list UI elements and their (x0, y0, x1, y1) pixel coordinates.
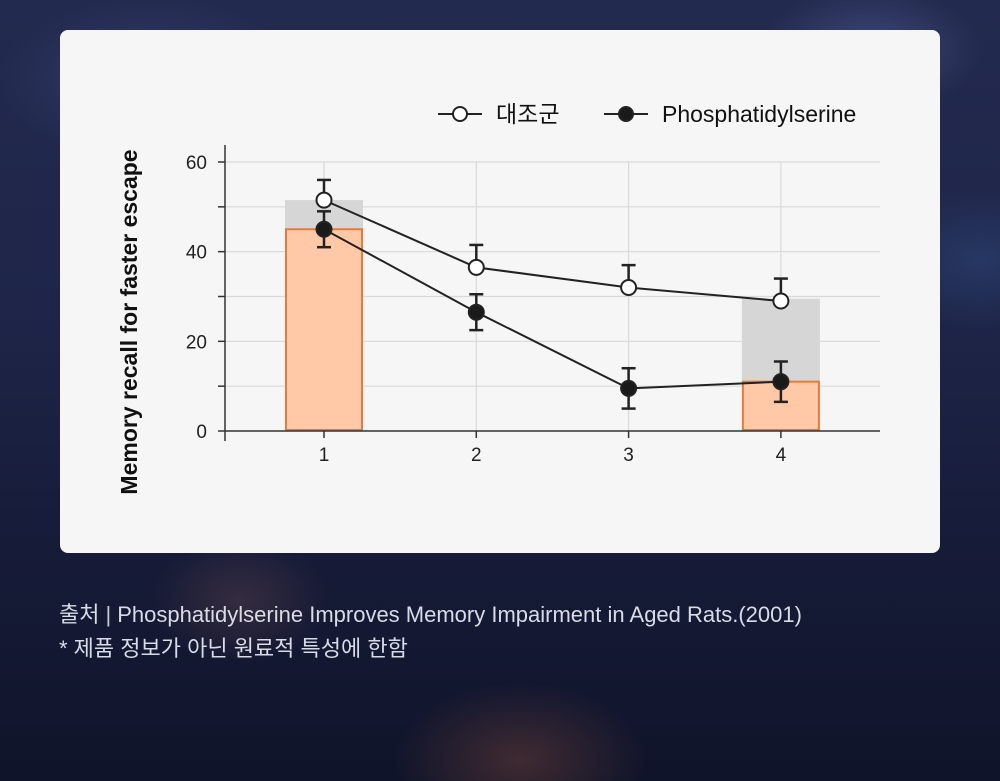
data-point (772, 292, 790, 310)
bar-phosphatidylserine (285, 228, 363, 431)
x-tick-label: 1 (319, 445, 330, 466)
data-point (315, 220, 333, 238)
x-tick-label: 4 (776, 445, 787, 466)
y-tick-label: 60 (186, 153, 207, 174)
data-point (620, 379, 638, 397)
legend-label: Phosphatidylserine (662, 101, 856, 127)
source-text: Phosphatidylserine Improves Memory Impai… (117, 602, 802, 627)
chart-svg: 0 20 40 60 1 2 3 4 대조군 Phosphatidylserine Memory… (116, 101, 880, 495)
legend-marker (618, 106, 634, 122)
source-line: 출처 | Phosphatidylserine Improves Memory Im… (59, 598, 802, 632)
data-point (467, 258, 485, 276)
data-point (315, 191, 333, 209)
data-point (467, 303, 485, 321)
legend-label: 대조군 (496, 101, 559, 127)
y-tick-label: 20 (186, 332, 207, 353)
y-tick-label: 40 (186, 243, 207, 264)
bar-phosphatidylserine (741, 380, 820, 431)
y-tick-label: 0 (196, 422, 207, 443)
series-line (323, 228, 781, 390)
x-tick-label: 3 (623, 445, 634, 466)
chart-card: 0 20 40 60 1 2 3 4 대조군 Phosphatidylserine Memory… (60, 30, 940, 553)
legend-marker (452, 106, 468, 122)
data-point (772, 373, 790, 391)
x-tick-label: 2 (471, 445, 482, 466)
caption: 출처 | Phosphatidylserine Improves Memory Im… (59, 598, 802, 666)
source-separator: | (105, 602, 112, 627)
source-label: 출처 (59, 602, 100, 627)
y-axis-label: Memory recall for faster escape (116, 149, 142, 494)
note-line: * 제품 정보가 아닌 원료적 특성에 한함 (59, 636, 408, 661)
series-line (323, 199, 781, 302)
data-point (620, 279, 638, 297)
